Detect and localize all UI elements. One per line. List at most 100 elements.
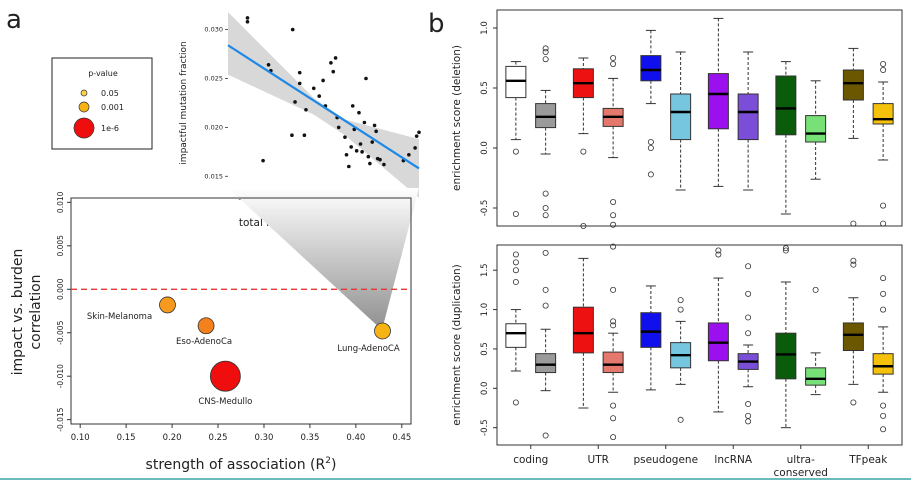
inset-point [297, 81, 302, 86]
box-outlier [542, 45, 549, 52]
box-outlier [880, 202, 887, 209]
box-outlier [715, 251, 722, 258]
box-utr [572, 57, 594, 229]
box-body [572, 306, 594, 354]
box-ultra-conserved [805, 286, 827, 396]
box-outlier [610, 415, 617, 422]
box-outlier [782, 247, 789, 254]
inset-point [364, 76, 368, 81]
bubble-y-tick-label: 0.010 [56, 191, 65, 213]
box-outlier [542, 212, 549, 219]
box-y-tick-label: -0.5 [480, 419, 490, 436]
inset-point [382, 162, 386, 167]
inset-point [358, 142, 363, 146]
box-y-tick-label: 0.0 [480, 382, 490, 396]
box-outlier [512, 210, 519, 217]
deletion-y-axis-label: enrichment score (deletion) [451, 45, 463, 191]
box-body [805, 367, 827, 386]
inset-point [321, 78, 325, 83]
box-outlier [745, 412, 752, 419]
inset-point [413, 146, 417, 150]
bubble-x-tick-label: 0.45 [392, 433, 411, 443]
box-ultra-conserved [775, 61, 797, 215]
box-body [842, 69, 864, 101]
box-lncrna [707, 17, 729, 187]
bubble-x-axis-label: strength of association (R2) [146, 456, 337, 473]
box-pseudogene [670, 51, 692, 191]
box-outlier [542, 204, 549, 211]
inset-point [368, 161, 372, 166]
box-body [872, 103, 894, 125]
box-outlier [880, 402, 887, 409]
regression-line [227, 44, 420, 170]
pvalue-legend: p-value 0.05 0.001 1e-6 [51, 57, 153, 150]
inset-y-tick-label: 0.015 [204, 172, 223, 180]
inset-point [362, 120, 367, 125]
box-outlier [880, 220, 887, 227]
inset-point [261, 158, 265, 163]
box-coding [535, 45, 557, 219]
bubble-y-axis-label-line2: correlation [28, 274, 44, 349]
bubble-y-tick-label: 0.005 [56, 235, 65, 257]
category-label: conserved [774, 467, 828, 479]
box-outlier [850, 257, 857, 264]
bubble-eso-adenoca [197, 317, 215, 335]
box-body [535, 353, 557, 374]
box-outlier [647, 171, 654, 178]
box-outlier [745, 330, 752, 337]
box-outlier [677, 416, 684, 423]
box-utr [602, 55, 624, 228]
box-pseudogene [640, 285, 662, 391]
bubble-plot: impact vs. burden correlation strength o… [10, 191, 412, 473]
box-outlier [850, 399, 857, 406]
box-outlier [610, 434, 617, 441]
box-tfpeak [842, 47, 864, 227]
box-outlier [512, 259, 519, 266]
box-body [505, 323, 527, 348]
box-outlier [542, 432, 549, 439]
box-tfpeak [872, 61, 894, 227]
box-outlier [610, 55, 617, 62]
inset-point [347, 164, 351, 169]
bubble-label: Eso-AdenoCa [176, 337, 232, 347]
bubble-x-axis-label-sup: 2 [325, 456, 331, 466]
inset-point [331, 69, 336, 74]
box-lncrna [707, 247, 729, 413]
box-outlier [880, 426, 887, 433]
box-outlier [647, 144, 654, 151]
legend-entry-0.001: 0.001 [101, 103, 124, 112]
inset-point [302, 133, 307, 137]
box-outlier [542, 56, 549, 63]
bubble-x-axis-label-close: ) [331, 457, 336, 473]
box-y-tick-label: -0.5 [480, 200, 490, 217]
inset-point [407, 152, 411, 157]
box-outlier [610, 212, 617, 219]
box-body [775, 332, 797, 380]
box-y-tick-label: 0.0 [480, 141, 490, 155]
box-utr [602, 243, 624, 441]
box-outlier [880, 290, 887, 297]
inset-point [266, 63, 271, 67]
inset-point [333, 56, 338, 60]
inset-point [370, 140, 375, 144]
box-outlier [745, 314, 752, 321]
box-ultra-conserved [775, 245, 797, 429]
box-outlier [512, 267, 519, 274]
box-body [602, 351, 624, 374]
box-outlier [512, 279, 519, 286]
box-body [640, 312, 662, 348]
inset-point [350, 104, 355, 108]
box-coding [505, 61, 527, 217]
box-pseudogene [670, 297, 692, 423]
box-body [775, 75, 797, 136]
box-lncrna [737, 51, 759, 191]
bubble-y-tick-label: -0.015 [56, 407, 65, 431]
bubble-x-tick-label: 0.10 [71, 433, 90, 443]
inset-y-tick-label: 0.025 [204, 74, 223, 82]
bubble-y-axis-label-line1: impact vs. burden [10, 249, 26, 376]
box-ultra-conserved [805, 80, 827, 180]
box-outlier [880, 306, 887, 313]
panel-label-a: a [6, 5, 22, 35]
bubble-x-tick-label: 0.25 [209, 433, 228, 443]
confidence-band [228, 12, 419, 198]
